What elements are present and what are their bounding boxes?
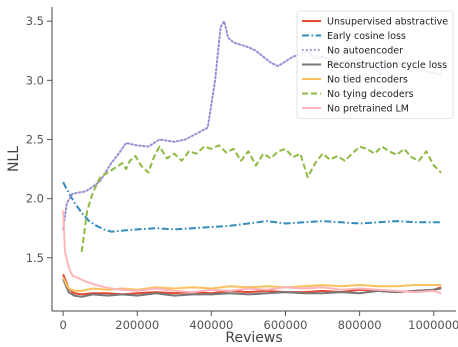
series-line-reconstruction-cycle-loss	[62, 278, 442, 298]
series-line-no-tying-decoders	[80, 144, 442, 253]
legend-label: No tying decoders	[327, 89, 414, 100]
legend-label: Early cosine loss	[327, 31, 406, 42]
x-tick-label: 600000	[264, 318, 308, 332]
x-tick-label: 200000	[115, 318, 159, 332]
x-tick-label: 800000	[338, 318, 382, 332]
series-line-no-tied-encoders	[62, 277, 442, 292]
y-tick-label: 3.0	[26, 73, 44, 87]
ticks: 0 200000 400000 600000 800000 1000000 1.5 2.0 2.…	[26, 14, 458, 332]
legend-frame	[296, 10, 454, 119]
legend-label: No pretrained LM	[327, 104, 409, 115]
legend-label: No tied encoders	[327, 75, 408, 86]
legend: Unsupervised abstractive Early cosine los…	[296, 10, 454, 119]
x-tick-label: 0	[59, 318, 66, 332]
series-line-no-pretrained-lm	[62, 210, 442, 295]
axes	[51, 7, 456, 312]
legend-label: Unsupervised abstractive	[327, 17, 448, 28]
y-tick-label: 1.5	[26, 251, 44, 265]
x-tick-label: 1000000	[408, 318, 458, 332]
y-tick-label: 3.5	[26, 14, 44, 28]
y-axis-title: NLL	[6, 146, 22, 172]
y-tick-label: 2.5	[26, 132, 44, 146]
x-tick-label: 400000	[189, 318, 233, 332]
y-tick-label: 2.0	[26, 192, 44, 206]
series-line-early-cosine-loss	[62, 181, 442, 233]
legend-label: No autoencoder	[327, 46, 403, 57]
legend-label: Reconstruction cycle loss	[327, 60, 447, 71]
x-axis-title: Reviews	[225, 330, 282, 346]
